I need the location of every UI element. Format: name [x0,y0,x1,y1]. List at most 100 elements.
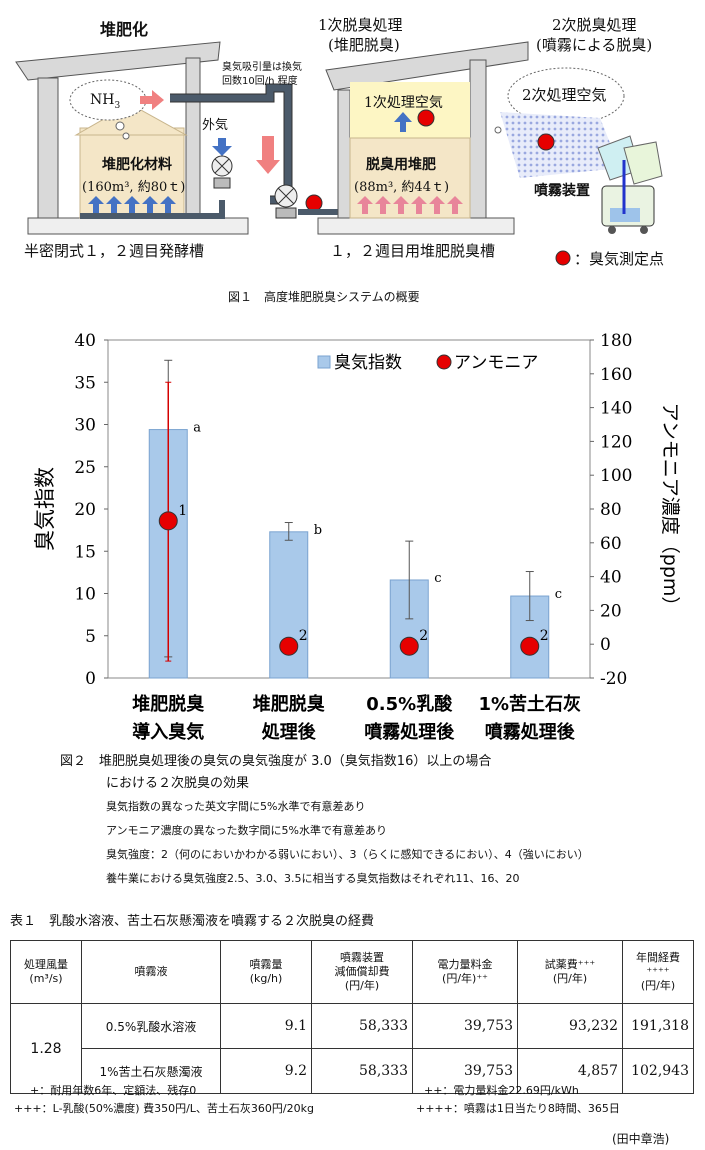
primary-air-arrow [394,112,412,132]
sprayer-tank [610,208,640,222]
nh3-subscript: 3 [114,100,121,111]
blower-x [214,158,230,174]
table-row: 1.28 0.5%乳酸水溶液 9.1 58,333 39,753 93,232 … [10,1003,694,1094]
cell-depreciation: 58,333 [311,1003,413,1049]
y2-tick-label: 0 [600,635,611,655]
legend-bar-label: 臭気指数 [334,353,402,373]
ammonia-significance-label: 1 [178,503,187,519]
fig2-note-2: アンモニア濃度の異なった数字間に5%水準で有意差あり [106,824,388,837]
header-text: 処理風量 [24,958,68,971]
title-secondary-1: 2次脱臭処理 [552,16,637,34]
header-unit: (円/年) [344,979,380,992]
y-tick-label: 25 [74,458,96,478]
y-tick-label: 0 [85,669,96,689]
legend-dot-label: アンモニア [454,353,538,373]
legend-bar-swatch [317,355,331,369]
header-unit: (円/年)⁺⁺ [442,972,488,985]
col-amount: 噴霧量 (kg/h) [220,940,312,1004]
compost-tank-wall-right [185,57,201,219]
bar-significance-label: c [434,571,441,586]
header-text: 噴霧装置 [340,951,384,964]
title-primary-2: (堆肥脱臭) [328,36,400,54]
fig2-caption-2: における２次脱臭の効果 [106,776,250,791]
bar-significance-label: b [314,523,322,538]
aeration-arrows-right [357,196,463,214]
header-text: 噴霧液 [134,965,168,978]
col-annual: 年間経費⁺⁺⁺⁺ (円/年) [622,940,694,1004]
compost-tank-base [27,217,249,235]
legend-dot-swatch [436,354,452,370]
cell-annual: 191,318 [622,1003,694,1049]
blower-stand [213,177,231,189]
col-power: 電力量料金 (円/年)⁺⁺ [412,940,518,1004]
cell-amount: 9.2 [220,1048,312,1094]
compost-tank-roof [15,41,221,81]
header-text: 電力量料金 [437,958,493,971]
fig2-note-3: 臭気強度：2（何のにおいかわかる弱いにおい）、3（らくに感知できるにおい）、4（… [106,848,589,861]
table1-title: 表１ 乳酸水溶液、苦土石灰懸濁液を噴霧する２次脱臭の経費 [10,914,375,929]
y-tick-label: 10 [74,585,96,605]
y2-tick-label: 20 [600,601,622,621]
title-secondary-2: (噴霧による脱臭) [536,36,653,54]
blower-stand [275,207,297,219]
odor-chart: 0 5 10 15 20 25 30 35 40 -20 0 20 40 60 80 100 120 140 160… [33,331,681,743]
ammonia-significance-label: 2 [299,628,308,644]
category-label: 堆肥脱臭 [253,693,325,715]
fig2-note-1: 臭気指数の異なった英文字間に5%水準で有意差あり [106,800,366,813]
cloud-dot [494,126,502,134]
category-label: 導入臭気 [132,721,204,743]
deodorizer-wall-right [469,59,487,219]
cloud-dot [122,132,130,140]
outside-air-label: 外気 [202,118,229,133]
nh3-arrow [140,90,164,110]
secondary-air-label: 2次処理空気 [522,86,607,104]
bar-significance-label: a [193,421,201,436]
category-label: 0.5%乳酸 [366,693,453,715]
spray-mist [500,112,620,178]
table-row: 1%苦土石灰懸濁液 9.2 58,333 39,753 4,857 102,94… [11,1048,694,1094]
footnote-2: ++：電力量料金22.69円/kWh [424,1084,579,1097]
sprayer-wheel [608,226,616,234]
deodorizer-upper [350,82,470,138]
primary-air-label: 1次処理空気 [364,95,443,111]
col-flow: 処理風量 (m³/s) [10,940,82,1004]
fig2-note-4: 養牛業における臭気強度2.5、3.0、3.5に相当する臭気指数はそれぞれ11、1… [106,872,520,885]
cell-power: 39,753 [412,1003,518,1049]
category-label: 噴霧処理後 [485,721,576,743]
header-unit: (kg/h) [249,972,283,985]
measure-point-2 [417,109,435,127]
y-tick-label: 15 [74,542,96,562]
cell-power: 39,753 [412,1048,518,1094]
deodorizer-tank-roof [325,41,529,91]
category-label: 堆肥脱臭 [132,693,204,715]
nh3-label: NH3 [90,92,120,111]
tank1-label: 半密閉式１，２週目発酵槽 [24,242,205,260]
header-text: 試薬費⁺⁺⁺ [544,958,596,971]
fig1-caption: 図１ 高度堆肥脱臭システムの概要 [228,290,420,304]
legend-measure-dot [555,250,571,266]
cell-liquid: 1%苦土石灰懸濁液 [81,1048,221,1094]
ammonia-point [279,636,299,656]
category-label: 1%苦土石灰 [478,693,581,715]
y2-axis-title: アンモニア濃度（ppm） [659,403,681,616]
y2-tick-label: 60 [600,534,622,554]
plot-area [107,339,591,679]
cell-annual: 102,943 [622,1048,694,1094]
category-label: 噴霧処理後 [364,721,455,743]
y2-tick-label: -20 [600,669,627,689]
y2-tick-label: 180 [600,331,632,351]
ammonia-point [520,636,540,656]
outside-air-arrow [212,138,232,156]
ammonia-point [158,511,178,531]
bar [269,531,309,679]
y-tick-label: 30 [74,416,96,436]
nh3-text: NH [90,92,115,108]
compost-material-label: 堆肥化材料 [102,157,172,173]
col-depreciation: 噴霧装置 減価償却費 (円/年) [311,940,413,1004]
tank2-label: １，２週目用堆肥脱臭槽 [330,242,496,260]
deodorizer-tank-base [317,217,515,235]
cell-liquid: 0.5%乳酸水溶液 [81,1003,221,1049]
y-tick-label: 20 [74,500,96,520]
y2-tick-label: 120 [600,432,632,452]
y2-tick-label: 140 [600,399,632,419]
